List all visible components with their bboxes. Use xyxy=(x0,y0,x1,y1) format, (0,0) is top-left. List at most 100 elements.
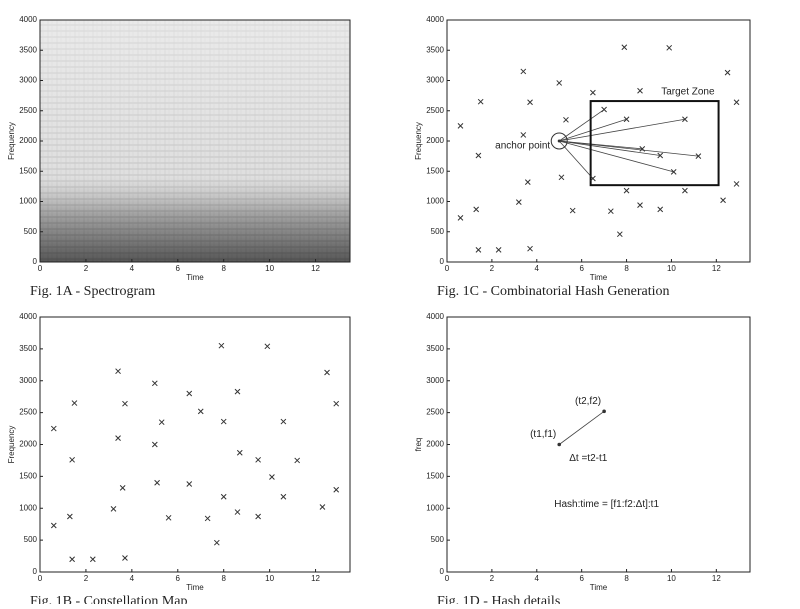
point xyxy=(319,504,326,510)
point xyxy=(294,457,301,464)
x-tick-label: 10 xyxy=(265,264,274,273)
x-tick-label: 0 xyxy=(38,264,43,273)
point xyxy=(720,197,726,204)
x-tick-label: 6 xyxy=(176,264,181,273)
x-tick-label: 4 xyxy=(535,574,540,583)
y-tick-label: 3500 xyxy=(426,45,444,54)
plot-frame xyxy=(446,19,751,263)
y-tick-label: 500 xyxy=(24,535,38,544)
x-tick-label: 4 xyxy=(130,264,135,273)
target-zone xyxy=(589,100,720,187)
hash-link xyxy=(559,118,685,142)
point xyxy=(621,44,628,51)
point xyxy=(69,556,76,563)
y-tick-label: 3000 xyxy=(19,76,37,85)
y-tick-label: 2500 xyxy=(19,408,37,417)
point xyxy=(495,247,502,253)
point xyxy=(186,481,193,487)
x-tick-label: 12 xyxy=(311,574,320,583)
point xyxy=(115,368,121,375)
x-tick-label: 10 xyxy=(667,574,676,583)
point xyxy=(623,116,630,123)
point xyxy=(110,506,117,512)
x-tick-label: 6 xyxy=(579,264,584,273)
hash-link xyxy=(559,140,699,157)
y-tick-label: 4000 xyxy=(426,312,444,321)
point xyxy=(122,400,128,407)
x-tick-label: 2 xyxy=(84,264,89,273)
point xyxy=(151,380,158,387)
point xyxy=(473,206,480,213)
point xyxy=(165,514,172,521)
point xyxy=(280,418,287,425)
x-tick-label: 6 xyxy=(176,574,181,583)
point xyxy=(637,202,643,208)
y-axis-label: freq xyxy=(414,438,423,452)
point xyxy=(590,89,596,96)
point xyxy=(197,408,204,415)
y-tick-label: 4000 xyxy=(19,312,37,321)
plot-frame xyxy=(39,316,351,573)
point xyxy=(475,247,482,253)
x-tick-label: 0 xyxy=(445,574,450,583)
y-tick-label: 0 xyxy=(33,257,38,266)
point xyxy=(616,231,623,238)
y-tick-label: 500 xyxy=(431,535,445,544)
point xyxy=(601,106,607,113)
point xyxy=(524,179,531,185)
y-tick-label: 4000 xyxy=(426,15,444,24)
hash-link xyxy=(558,109,605,142)
point xyxy=(520,132,527,138)
y-tick-label: 2000 xyxy=(19,440,37,449)
point xyxy=(89,556,96,563)
point xyxy=(563,116,569,123)
point xyxy=(639,146,646,152)
point xyxy=(119,484,126,491)
point xyxy=(220,493,227,500)
y-tick-label: 0 xyxy=(440,567,445,576)
point xyxy=(670,169,677,175)
x-tick-label: 4 xyxy=(535,264,540,273)
x-tick-label: 6 xyxy=(579,574,584,583)
y-axis-label: Frequency xyxy=(414,122,423,160)
y-tick-label: 1000 xyxy=(19,197,37,206)
hash-link xyxy=(559,140,661,156)
y-tick-label: 500 xyxy=(431,227,445,236)
x-tick-label: 10 xyxy=(265,574,274,583)
x-tick-label: 10 xyxy=(667,264,676,273)
point xyxy=(637,87,643,94)
y-axis-label: Frequency xyxy=(7,122,16,160)
point xyxy=(255,456,262,463)
x-tick-label: 0 xyxy=(38,574,43,583)
x-axis-label: Time xyxy=(186,273,204,282)
point xyxy=(733,181,740,187)
point xyxy=(204,515,211,522)
point xyxy=(477,98,484,105)
point xyxy=(515,199,522,205)
point xyxy=(558,174,565,181)
point xyxy=(724,69,731,76)
point xyxy=(154,479,160,486)
y-tick-label: 3000 xyxy=(426,376,444,385)
point-label: (t1,f1) xyxy=(530,429,556,440)
anchor-dot xyxy=(557,139,561,143)
point xyxy=(682,187,688,194)
y-tick-label: 3500 xyxy=(426,344,444,353)
point xyxy=(71,400,78,406)
point xyxy=(324,369,330,376)
point xyxy=(657,206,664,213)
x-tick-label: 2 xyxy=(490,574,495,583)
point xyxy=(255,513,262,520)
point xyxy=(269,474,275,480)
point xyxy=(457,123,464,129)
caption: Fig. 1B - Constellation Map xyxy=(30,594,188,604)
x-tick-label: 12 xyxy=(712,264,721,273)
y-tick-label: 1000 xyxy=(426,197,444,206)
y-tick-label: 3500 xyxy=(19,45,37,54)
y-tick-label: 2500 xyxy=(426,408,444,417)
y-tick-label: 1500 xyxy=(426,471,444,480)
point xyxy=(158,419,165,426)
x-tick-label: 0 xyxy=(445,264,450,273)
point xyxy=(218,342,225,349)
